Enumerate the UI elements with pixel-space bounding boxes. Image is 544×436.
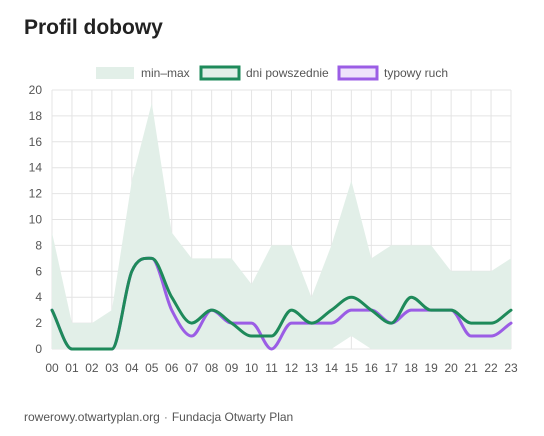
x-tick-label: 16 [365, 361, 379, 375]
footer-separator: · [163, 410, 168, 424]
x-tick-label: 11 [265, 361, 278, 375]
x-tick-label: 12 [285, 361, 299, 375]
x-tick-label: 00 [45, 361, 59, 375]
legend-label-typical-traffic: typowy ruch [384, 66, 448, 80]
y-tick-label: 12 [29, 187, 43, 201]
legend-swatch-weekdays [199, 65, 241, 81]
y-tick-label: 10 [29, 213, 43, 227]
y-tick-label: 0 [35, 342, 42, 356]
x-tick-label: 10 [245, 361, 259, 375]
x-tick-label: 02 [85, 361, 99, 375]
x-tick-label: 08 [205, 361, 219, 375]
x-tick-label: 19 [424, 361, 438, 375]
min-max-band [52, 102, 511, 349]
x-tick-label: 01 [65, 361, 79, 375]
x-tick-label: 21 [464, 361, 478, 375]
y-tick-label: 8 [35, 238, 42, 252]
legend: min–max dni powszednie typowy ruch [96, 65, 448, 81]
x-tick-label: 15 [345, 361, 359, 375]
min-max-band-layer [52, 102, 511, 349]
y-tick-label: 18 [29, 109, 43, 123]
x-tick-label: 13 [305, 361, 319, 375]
x-tick-label: 05 [145, 361, 159, 375]
x-tick-label: 09 [225, 361, 239, 375]
y-tick-label: 20 [29, 83, 43, 97]
x-tick-label: 06 [165, 361, 179, 375]
y-axis: 0 2 4 6 8 10 12 14 16 18 20 [29, 83, 43, 356]
legend-swatch-typical-traffic [337, 65, 379, 81]
x-tick-label: 04 [125, 361, 139, 375]
legend-label-min-max: min–max [141, 66, 190, 80]
x-tick-label: 20 [444, 361, 458, 375]
legend-swatch-min-max [96, 67, 134, 79]
chart-title: Profil dobowy [24, 16, 163, 39]
x-tick-label: 17 [385, 361, 399, 375]
series-line-dni-powszednie [50, 256, 513, 351]
y-tick-label: 6 [35, 264, 42, 278]
y-tick-label: 2 [35, 316, 42, 330]
x-tick-label: 07 [185, 361, 199, 375]
series-layer [50, 256, 513, 351]
x-tick-label: 03 [105, 361, 119, 375]
x-tick-label: 23 [504, 361, 518, 375]
legend-item-typical-traffic[interactable]: typowy ruch [337, 65, 448, 81]
x-tick-label: 22 [484, 361, 498, 375]
footer-source[interactable]: rowerowy.otwartyplan.org [24, 410, 160, 424]
footer-org[interactable]: Fundacja Otwarty Plan [171, 410, 294, 424]
legend-item-weekdays[interactable]: dni powszednie [199, 65, 329, 81]
x-tick-label: 14 [325, 361, 339, 375]
x-tick-label: 18 [405, 361, 419, 375]
y-tick-label: 14 [29, 161, 43, 175]
footer: rowerowy.otwartyplan.org · Fundacja Otwart… [24, 410, 293, 424]
legend-label-weekdays: dni powszednie [246, 66, 329, 80]
legend-item-min-max[interactable]: min–max [96, 66, 190, 80]
y-tick-label: 4 [35, 290, 42, 304]
x-axis: 00 01 02 03 04 05 06 07 08 09 10 11 12 13 14 15 16 17 18 19… [45, 361, 518, 375]
y-tick-label: 16 [29, 135, 43, 149]
